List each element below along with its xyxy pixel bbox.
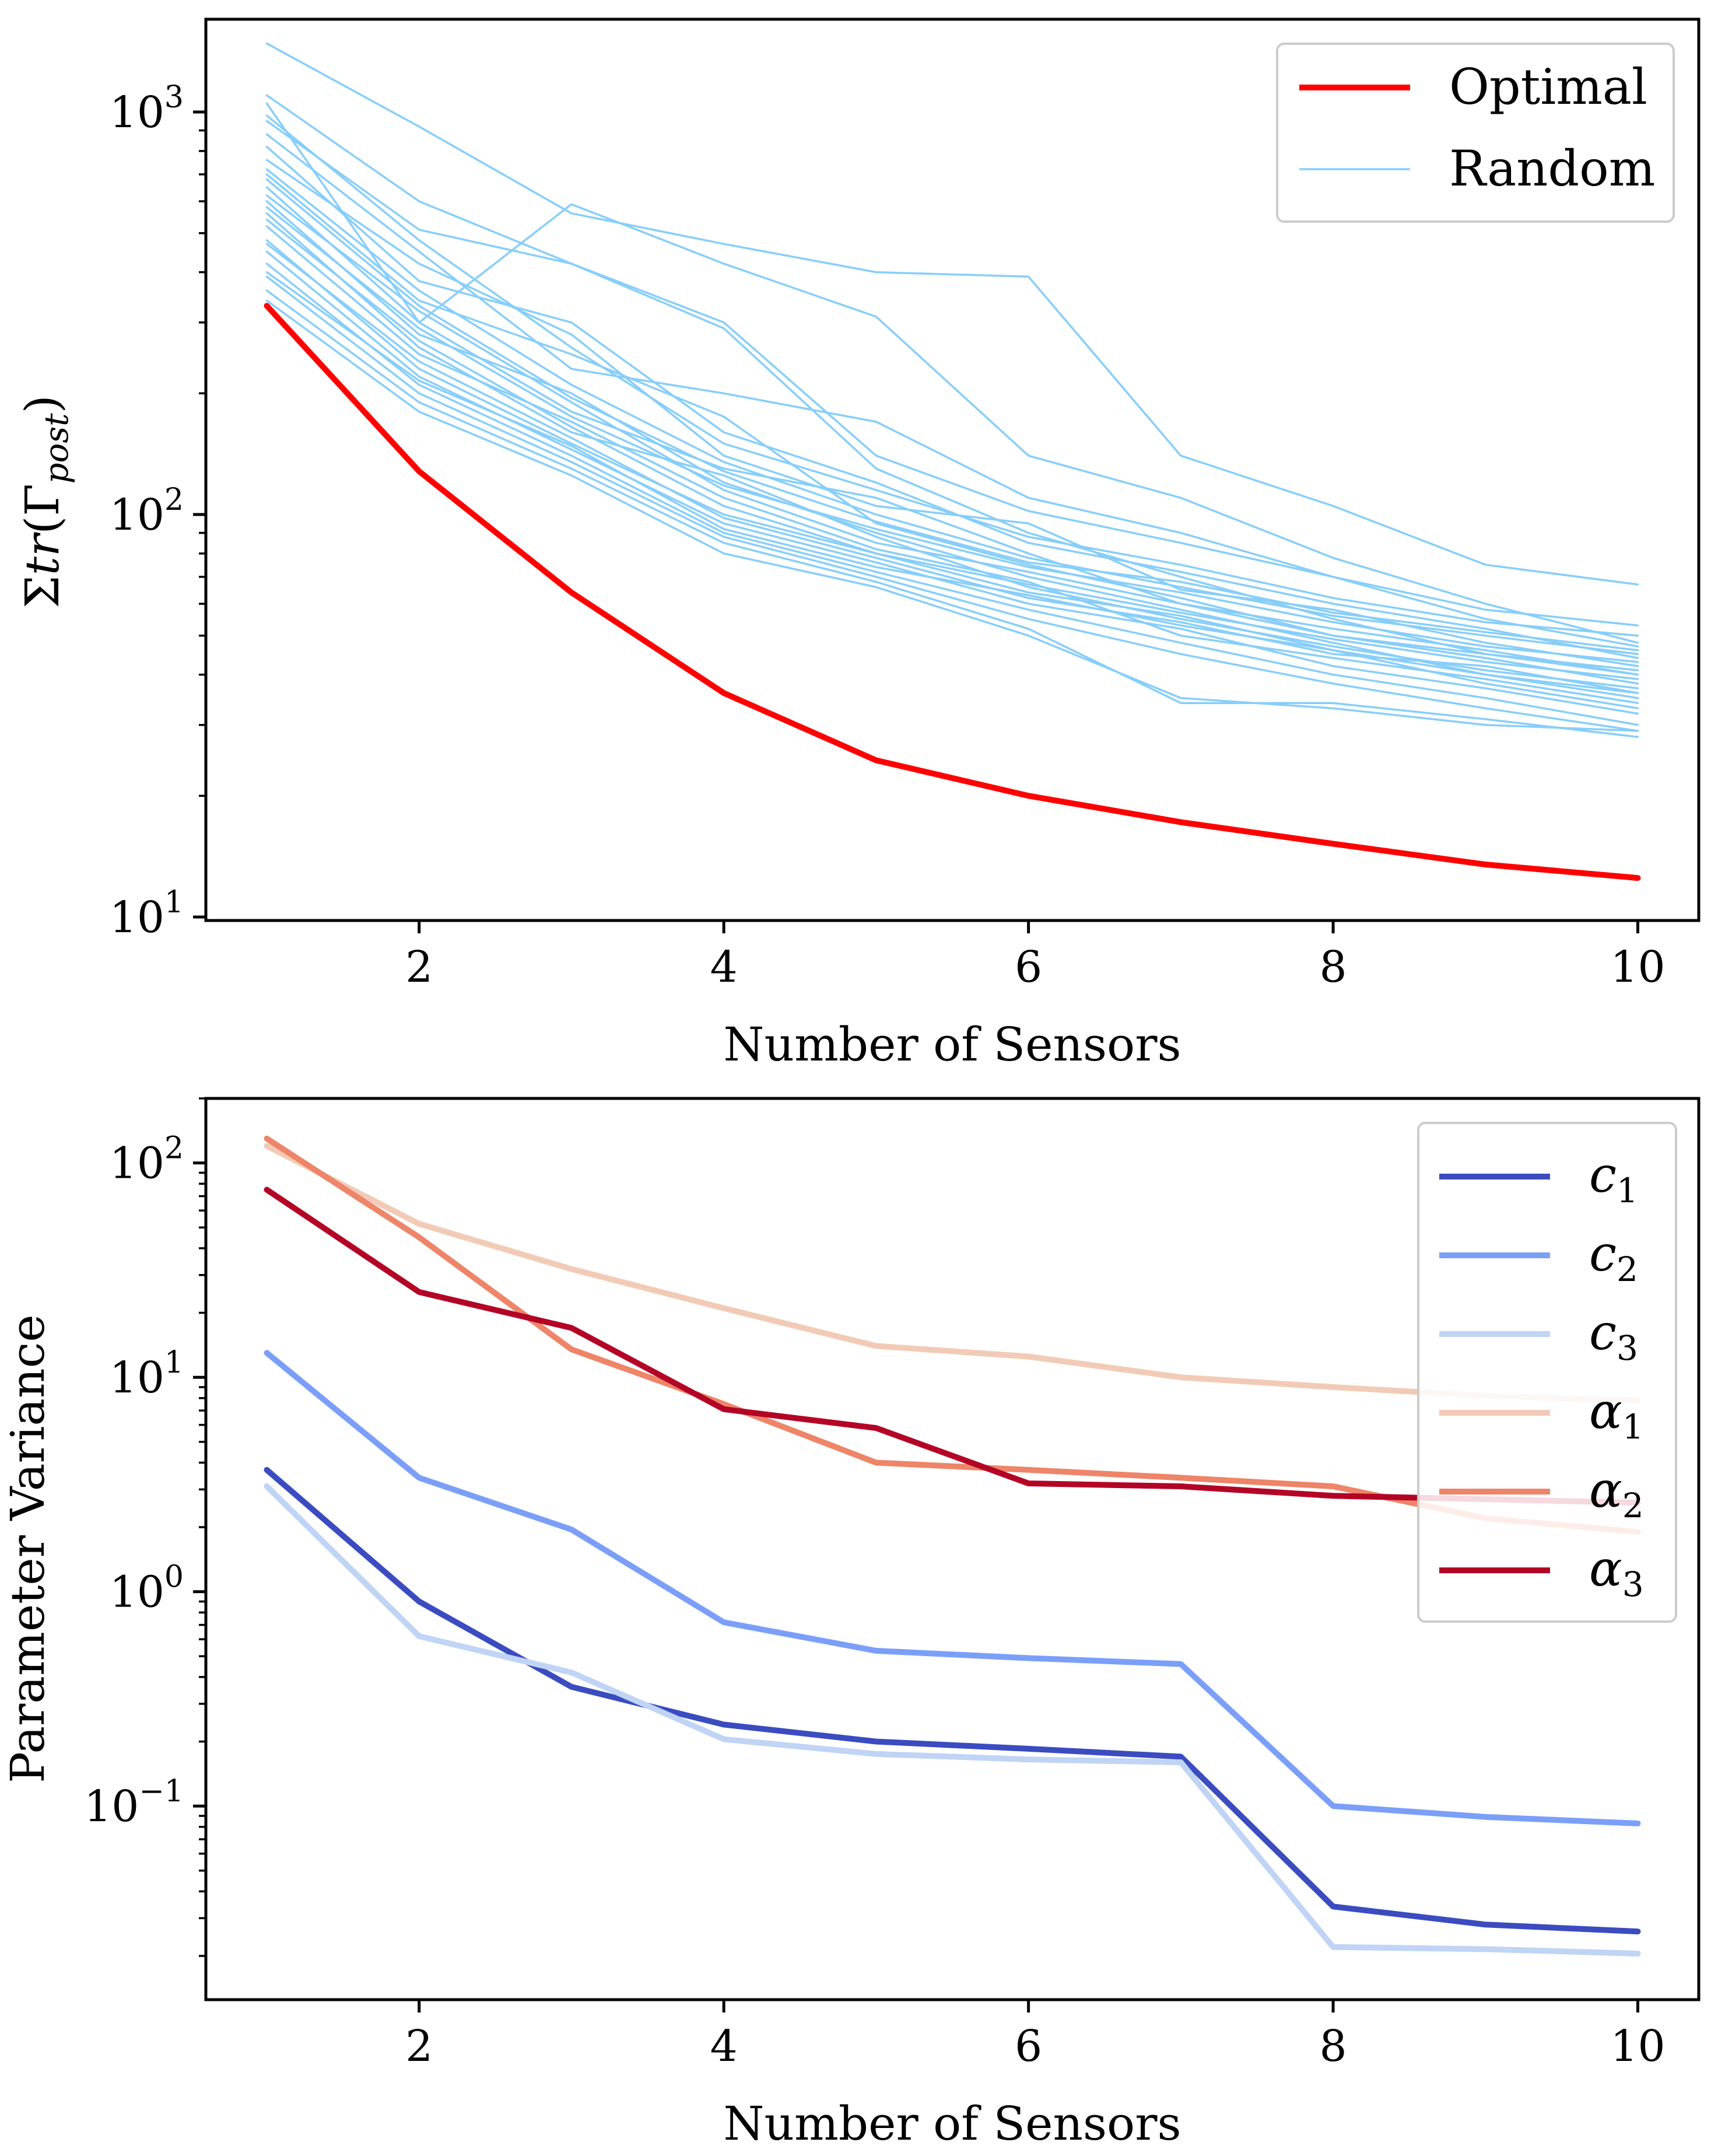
legend-label-α1: α1 <box>1589 1382 1644 1447</box>
series-line-c3 <box>264 1483 1641 1957</box>
top-chart-lines <box>264 42 1641 881</box>
x-tick-label: 4 <box>710 942 738 992</box>
y-tick-label: 100 <box>110 1560 184 1618</box>
bottom-y-axis-label: Parameter Variance <box>1 1314 55 1783</box>
series-line-random-13 <box>265 239 1639 709</box>
series-line-random-2 <box>265 94 1639 626</box>
y-tick-label: 103 <box>110 80 184 138</box>
top-x-axis: 2 4 6 8 10 <box>405 921 1666 992</box>
series-line-random-9 <box>265 186 1639 676</box>
legend-label-c2: c2 <box>1589 1225 1638 1289</box>
series-line-random-22 <box>265 168 1639 655</box>
y-tick-label: 102 <box>110 482 184 540</box>
legend-optimal-label: Optimal <box>1449 58 1647 116</box>
series-line-α1 <box>264 1143 1641 1404</box>
ylabel-open: (Γ <box>15 484 69 534</box>
ylabel-close: ) <box>15 395 69 413</box>
series-line-α2 <box>264 1135 1641 1535</box>
series-line-random-4 <box>265 120 1639 676</box>
series-line-c1 <box>264 1466 1641 1935</box>
series-line-random-25 <box>265 206 1639 663</box>
ylabel-post: post <box>38 413 76 484</box>
y-tick-label: 101 <box>110 1345 184 1403</box>
series-line-random-26 <box>265 178 1639 652</box>
series-line-random-8 <box>265 173 1639 685</box>
legend-label-α2: α2 <box>1589 1461 1644 1525</box>
top-legend: Optimal Random <box>1276 43 1675 223</box>
bottom-plot-frame <box>204 1097 1701 2001</box>
bottom-chart-panel: 2 4 6 8 10 10−1 100 101 102 Number of Sensors P… <box>1 1097 1701 2151</box>
legend-label-c1: c1 <box>1589 1146 1638 1210</box>
bottom-legend: c1 c2 c3 α1 α2 α3 <box>1417 1122 1677 1623</box>
series-line-α3 <box>264 1186 1641 1506</box>
x-tick-label: 10 <box>1610 2021 1665 2071</box>
series-line-random-18 <box>265 299 1639 732</box>
x-tick-label: 2 <box>405 942 433 992</box>
series-line-random-16 <box>265 275 1639 732</box>
top-plot-frame <box>204 18 1701 922</box>
bottom-x-axis: 2 4 6 8 10 <box>405 2000 1666 2071</box>
top-chart-panel: 2 4 6 8 10 101 102 103 Number of Sensors Σtr(Γ… <box>15 18 1701 1072</box>
series-line-random-15 <box>265 262 1639 726</box>
x-tick-label: 6 <box>1015 2021 1042 2071</box>
x-tick-label: 8 <box>1320 2021 1347 2071</box>
series-line-random-5 <box>265 133 1639 648</box>
x-tick-label: 8 <box>1320 942 1347 992</box>
y-tick-label: 101 <box>110 885 184 943</box>
series-line-random-24 <box>265 271 1639 699</box>
y-tick-label: 102 <box>110 1131 184 1189</box>
bottom-y-axis: 10−1 100 101 102 <box>84 1097 206 1957</box>
series-line-random-1 <box>265 42 1639 586</box>
y-tick-label: 10−1 <box>84 1774 184 1832</box>
x-tick-label: 2 <box>405 2021 433 2071</box>
series-line-random-23 <box>265 114 1639 637</box>
bottom-x-axis-label: Number of Sensors <box>724 2096 1181 2151</box>
bottom-chart-lines <box>264 1135 1641 1957</box>
series-line-c2 <box>264 1350 1641 1826</box>
top-x-axis-label: Number of Sensors <box>724 1017 1181 1072</box>
top-y-axis-label: Σtr(Γpost) <box>15 395 76 608</box>
x-tick-label: 10 <box>1610 942 1665 992</box>
x-tick-label: 6 <box>1015 942 1042 992</box>
top-y-axis: 101 102 103 <box>110 80 206 943</box>
series-line-optimal <box>264 303 1641 881</box>
ylabel-tr: tr <box>15 531 69 575</box>
series-line-random-19 <box>265 194 1639 671</box>
legend-label-α3: α3 <box>1589 1540 1644 1604</box>
series-line-random-12 <box>265 225 1639 704</box>
legend-label-c3: c3 <box>1589 1304 1638 1368</box>
legend-random-label: Random <box>1449 140 1655 197</box>
series-line-random-17 <box>265 289 1639 738</box>
series-line-random-21 <box>265 243 1639 694</box>
ylabel-sigma: Σ <box>15 575 69 608</box>
x-tick-label: 4 <box>710 2021 738 2071</box>
series-line-random-11 <box>265 212 1639 690</box>
series-line-random-3 <box>265 102 1639 644</box>
series-line-random-20 <box>265 218 1639 680</box>
bottom-legend-box <box>1417 1122 1677 1623</box>
